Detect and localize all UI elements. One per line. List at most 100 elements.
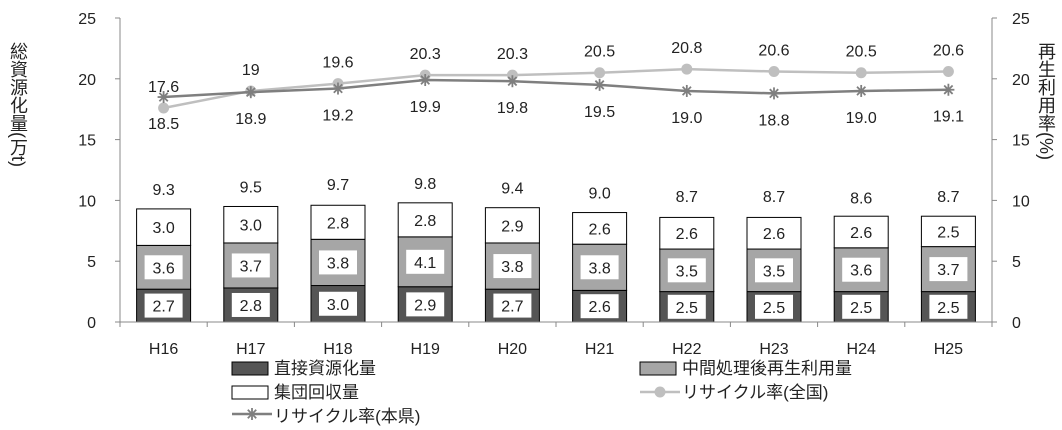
segment-data-label: 3.7 [240, 258, 262, 275]
segment-label-box [929, 257, 968, 282]
prefecture-point [855, 84, 868, 97]
prefecture-point [506, 75, 519, 88]
segment-data-label: 3.5 [676, 263, 698, 280]
segment-data-label: 3.6 [850, 263, 872, 280]
legend-marker [246, 408, 258, 420]
legend-label: 集団回収量 [274, 383, 359, 402]
segment-data-label: 2.7 [501, 299, 523, 316]
segment-label-box [929, 294, 968, 319]
legend-label: 中間処理後再生利用量 [682, 359, 852, 378]
axes: 0 5 10 15 20 25 0 5 10 15 20 25 H16 H17 H18 H19 H20 H21 H2… [78, 11, 1030, 358]
segment-data-label: 2.6 [850, 225, 872, 242]
prefecture-point [768, 87, 780, 100]
segment-label-box [493, 254, 532, 279]
prefecture-data-label: 19.1 [933, 109, 964, 126]
prefecture-point [244, 86, 257, 99]
national-data-label: 20.6 [758, 43, 789, 60]
total-data-label: 8.6 [850, 190, 872, 207]
y2-tick-label: 0 [1012, 315, 1021, 332]
total-data-label: 9.7 [327, 177, 349, 194]
segment-label-box [580, 294, 619, 319]
national-point [768, 66, 780, 78]
asterisk-stroke [856, 86, 867, 96]
total-data-label: 8.7 [763, 189, 785, 206]
prefecture-data-label: 18.8 [758, 112, 789, 129]
line-national [163, 67, 949, 110]
segment-data-label: 3.0 [327, 297, 349, 314]
prefecture-point [942, 83, 955, 96]
total-data-label: 9.0 [588, 186, 610, 203]
y2-tick-label: 20 [1012, 72, 1030, 89]
national-data-label: 19.6 [322, 55, 353, 72]
y-tick-label: 20 [78, 72, 96, 89]
y-tick-label: 5 [87, 254, 96, 271]
asterisk-stroke [769, 88, 779, 99]
lines [157, 63, 955, 114]
prefecture-data-label: 19.9 [410, 99, 441, 116]
segment-label-box [231, 253, 270, 278]
segment-label-box [667, 294, 706, 319]
y-tick-label: 15 [78, 133, 96, 150]
segment-label-box [406, 292, 445, 317]
total-data-label: 8.7 [676, 189, 698, 206]
segment-data-label: 3.8 [327, 255, 349, 272]
total-data-label: 9.8 [414, 176, 436, 193]
national-point [681, 63, 693, 75]
segment-label-box [319, 250, 357, 275]
legend-label: リサイクル率(全国) [682, 383, 828, 402]
segment-data-label: 2.8 [240, 298, 262, 315]
legend-marker [654, 386, 666, 398]
segment-label-box [580, 255, 619, 280]
x-tick-label: H17 [236, 341, 265, 358]
prefecture-data-label: 18.5 [148, 116, 179, 133]
x-tick-label: H16 [149, 341, 178, 358]
legend-swatch [231, 361, 269, 376]
segment-data-label: 2.9 [501, 218, 523, 235]
total-data-label: 9.5 [240, 179, 262, 196]
national-point [942, 66, 954, 78]
legend-swatch [639, 361, 677, 376]
x-tick-label: H24 [847, 341, 876, 358]
prefecture-point [157, 91, 170, 104]
segment-label-box [580, 216, 619, 241]
total-data-label: 9.4 [501, 181, 523, 198]
segment-data-label: 2.5 [763, 300, 785, 317]
segment-data-label: 2.5 [676, 300, 698, 317]
asterisk-stroke [245, 87, 256, 98]
prefecture-point [593, 78, 606, 91]
prefecture-data-label: 19.2 [322, 108, 353, 125]
asterisk-stroke [420, 75, 431, 85]
segment-data-label: 2.9 [414, 297, 436, 314]
prefecture-point [680, 84, 693, 97]
national-point [594, 67, 606, 79]
segment-data-label: 3.5 [763, 263, 785, 280]
segment-data-label: 3.8 [588, 260, 610, 277]
y2-axis-title: 再生利用率(%) [1036, 42, 1056, 160]
segment-data-label: 3.7 [937, 262, 959, 279]
segment-data-label: 4.1 [414, 255, 436, 272]
segment-label-box [493, 213, 532, 238]
asterisk-stroke [943, 84, 954, 95]
total-data-label: 9.3 [152, 182, 174, 199]
segment-data-label: 2.6 [676, 226, 698, 243]
legend-swatch [231, 385, 269, 400]
y2-tick-label: 5 [1012, 254, 1021, 271]
segment-label-box [231, 212, 270, 237]
asterisk-stroke [247, 409, 257, 419]
prefecture-data-label: 19.0 [671, 110, 702, 127]
segment-data-label: 3.0 [240, 218, 262, 235]
national-data-label: 20.5 [584, 44, 615, 61]
x-tick-label: H18 [323, 341, 352, 358]
segment-data-label: 3.0 [152, 220, 174, 237]
asterisk-stroke [594, 80, 605, 90]
prefecture-data-label: 19.0 [846, 110, 877, 127]
segment-data-label: 2.7 [152, 299, 174, 316]
legend-label: リサイクル率(本県) [274, 407, 420, 426]
segment-data-label: 2.8 [327, 215, 349, 232]
x-tick-label: H25 [934, 341, 963, 358]
national-point [855, 67, 867, 79]
segment-label-box [755, 294, 793, 319]
segment-data-label: 3.6 [152, 260, 174, 277]
y-tick-label: 25 [78, 11, 96, 28]
